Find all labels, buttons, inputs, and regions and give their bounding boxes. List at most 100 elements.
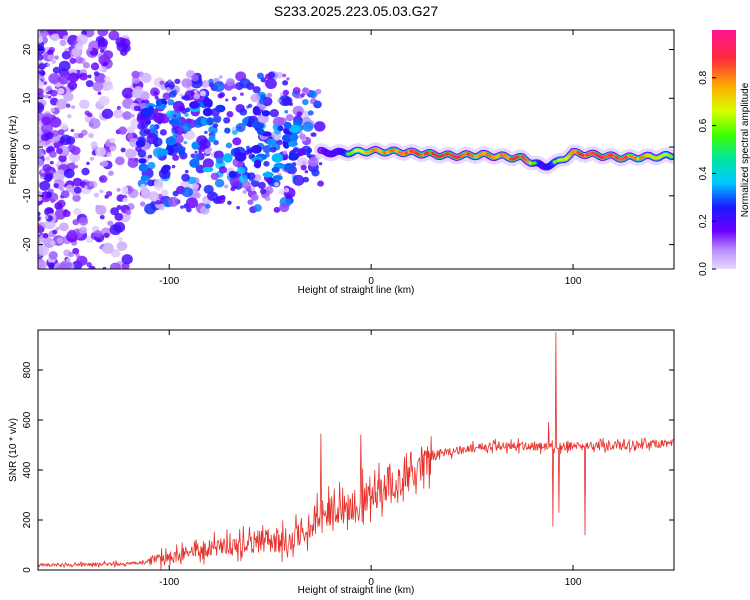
noise-blob (122, 111, 132, 120)
noise-blob (282, 96, 293, 106)
noise-blob (52, 229, 58, 235)
noise-blob (195, 164, 206, 174)
noise-blob (313, 121, 326, 132)
noise-blob (88, 181, 95, 187)
signal-patch (262, 171, 274, 178)
noise-blob (212, 195, 217, 199)
noise-blob (106, 152, 112, 158)
signal-patch (155, 98, 162, 107)
signal-patch (234, 152, 247, 162)
colorbar-tick-label: 0.0 (698, 262, 709, 276)
noise-blob (171, 164, 176, 169)
noise-blob (250, 93, 260, 103)
noise-blob (153, 91, 159, 96)
x-tick-label: -100 (159, 577, 179, 588)
noise-blob (223, 184, 229, 189)
noise-blob (236, 205, 241, 210)
noise-blob (67, 72, 79, 83)
noise-blob (93, 230, 102, 238)
noise-blob (61, 51, 72, 60)
noise-blob (47, 54, 54, 61)
noise-blob (193, 192, 201, 199)
noise-blob (49, 150, 57, 158)
noise-blob (313, 100, 321, 107)
noise-blob (70, 105, 76, 110)
noise-blob (58, 60, 71, 72)
colorbar-ticks: 0.0 0.2 0.4 0.6 0.8 (698, 70, 716, 276)
noise-blob (273, 182, 279, 187)
noise-blob (296, 111, 303, 117)
noise-blob (71, 47, 81, 57)
ridge-core (667, 153, 674, 159)
signal-patch (140, 175, 151, 181)
signal-patch (189, 101, 200, 109)
noise-blob (212, 115, 222, 123)
noise-blob (198, 149, 203, 154)
noise-blob (247, 199, 254, 205)
noise-blob (52, 66, 61, 74)
noise-blob (282, 80, 289, 86)
noise-blob (140, 183, 146, 189)
noise-blob (258, 98, 266, 105)
noise-blob (67, 229, 77, 238)
noise-blob (147, 161, 156, 170)
noise-blob (140, 187, 149, 195)
noise-blob (259, 188, 267, 195)
signal-patch (205, 98, 213, 108)
spectrogram-frame (37, 29, 675, 270)
noise-blob (126, 126, 135, 134)
colorbar-tick-label: 0.6 (698, 118, 709, 132)
y-tick-label: 0 (22, 567, 33, 573)
noise-blob (62, 210, 71, 218)
noise-blob (76, 255, 88, 266)
noise-blob (212, 81, 225, 92)
noise-blob (239, 108, 248, 116)
noise-blob (185, 107, 191, 113)
noise-blob (282, 155, 288, 161)
noise-blob (292, 174, 305, 186)
noise-blob (79, 72, 88, 81)
noise-blob (60, 123, 69, 131)
noise-blob (39, 200, 44, 204)
noise-blob (46, 193, 52, 199)
noise-blob (78, 216, 89, 226)
noise-blob (68, 251, 74, 258)
noise-blob (239, 92, 244, 96)
noise-blob (116, 105, 122, 110)
noise-blob (46, 85, 52, 91)
noise-blob (76, 34, 88, 45)
colorbar: 0.0 0.2 0.4 0.6 0.8 Normalized spectral ampl… (698, 30, 750, 276)
noise-blob (131, 70, 140, 79)
spectrogram-ylabel: Frequency (Hz) (8, 116, 19, 185)
noise-blob (98, 38, 105, 43)
signal-patch (202, 107, 213, 117)
noise-blob (231, 96, 237, 101)
noise-blob (218, 75, 223, 79)
colorbar-tick-label: 0.4 (698, 166, 709, 180)
noise-blob (81, 167, 90, 176)
noise-blob (86, 261, 92, 268)
signal-patch (224, 127, 231, 134)
noise-blob (45, 156, 51, 161)
noise-blob (133, 105, 141, 112)
noise-blob (55, 226, 60, 231)
noise-blob (120, 147, 126, 153)
noise-blob (149, 124, 157, 131)
spectrogram-ridge (313, 142, 674, 175)
noise-blob (198, 138, 211, 150)
noise-blob (137, 149, 147, 158)
noise-blob (78, 132, 84, 139)
noise-blob (223, 117, 231, 124)
noise-blob (69, 57, 77, 64)
noise-blob (50, 33, 60, 42)
noise-blob (108, 30, 120, 41)
noise-blob (231, 126, 237, 131)
noise-blob (38, 211, 41, 217)
noise-blob (310, 132, 316, 137)
noise-blob (216, 195, 226, 204)
noise-blob (107, 84, 114, 91)
noise-blob (106, 190, 113, 197)
y-tick-label: 800 (22, 361, 33, 378)
noise-blob (159, 129, 167, 136)
